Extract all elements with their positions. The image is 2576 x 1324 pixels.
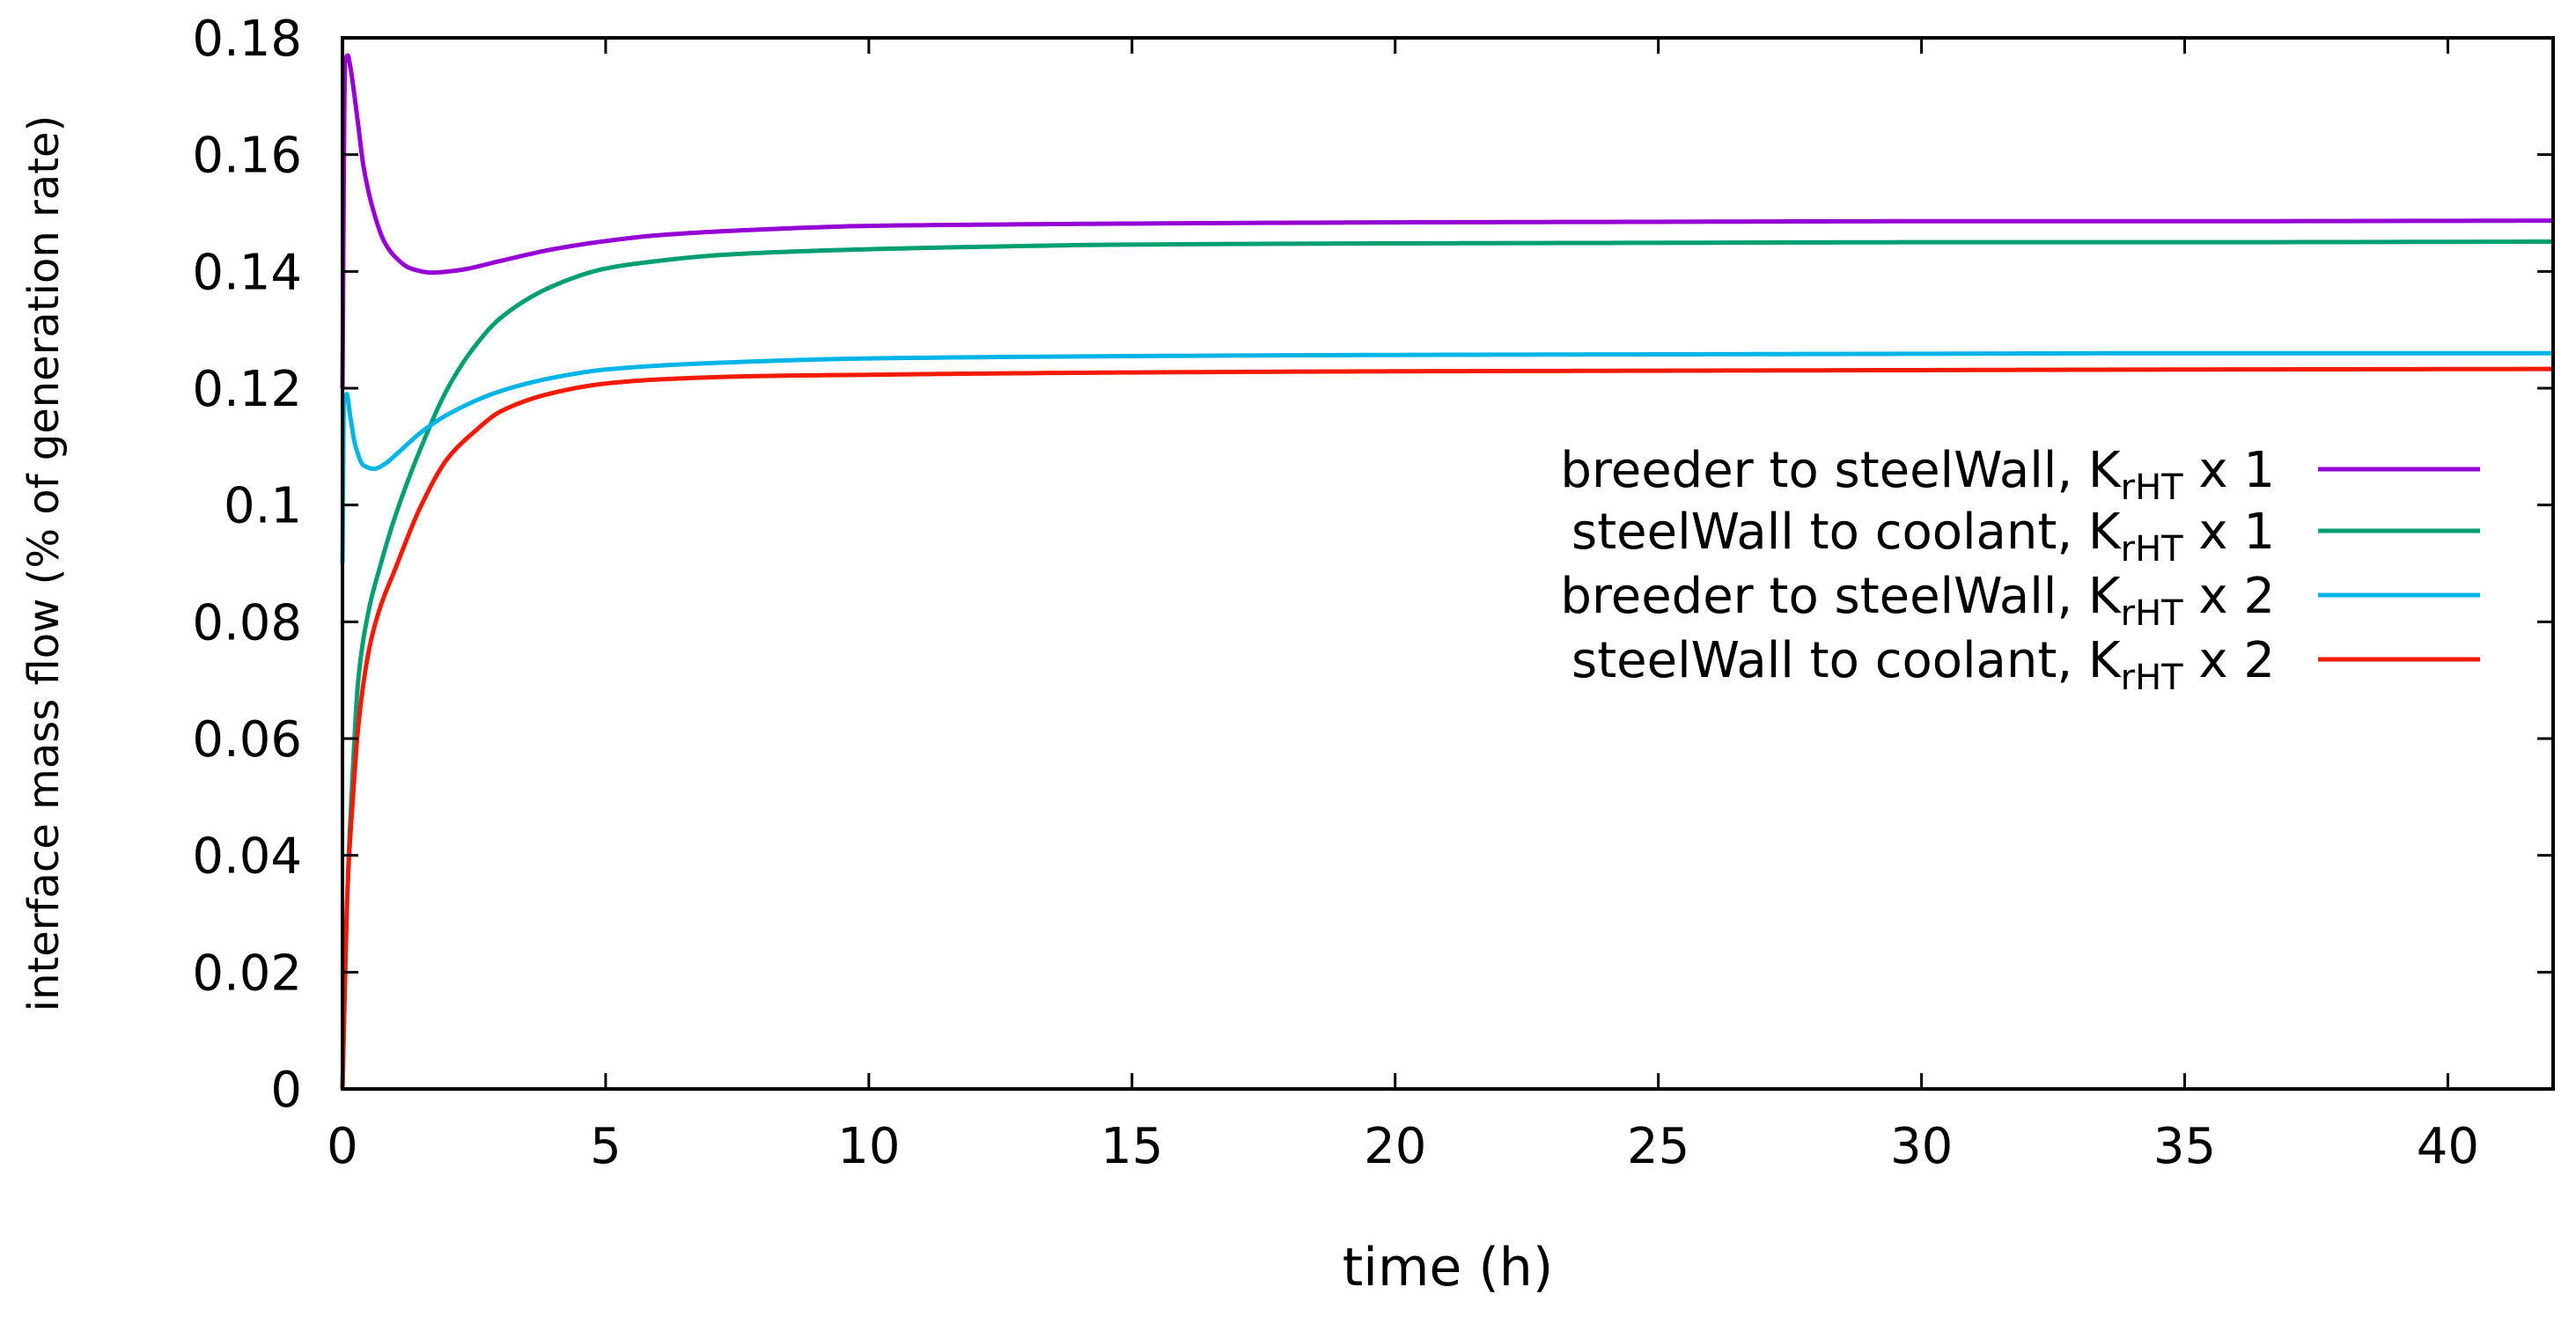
x-tick-label: 0 xyxy=(327,1118,358,1175)
legend-label-prefix: steelWall to coolant, K xyxy=(1571,504,2122,561)
legend-label-subscript: rHT xyxy=(2121,593,2184,634)
legend-label-3: breeder to steelWall, KrHT x 2 xyxy=(1560,568,2275,634)
y-tick-label: 0.12 xyxy=(192,361,302,418)
y-axis-title: interface mass flow (% of generation rat… xyxy=(19,115,69,1012)
series-line-3 xyxy=(340,350,2553,564)
y-tick-label: 0.18 xyxy=(192,11,302,68)
series-line-4 xyxy=(340,366,2554,1090)
legend-label-subscript: rHT xyxy=(2121,529,2184,570)
x-tick-label: 20 xyxy=(1364,1118,1426,1175)
legend-label-suffix: x 1 xyxy=(2183,504,2275,561)
series-line-1 xyxy=(340,53,2554,389)
legend-label-suffix: x 1 xyxy=(2183,442,2275,499)
y-tick-label: 0.08 xyxy=(192,594,302,651)
legend-label-2: steelWall to coolant, KrHT x 1 xyxy=(1571,504,2275,570)
legend-label-subscript: rHT xyxy=(2121,467,2184,508)
x-tick-label: 10 xyxy=(837,1118,900,1175)
series-lines xyxy=(340,53,2554,1090)
legend-label-prefix: steelWall to coolant, K xyxy=(1571,632,2122,689)
x-tick-label: 15 xyxy=(1100,1118,1163,1175)
series-line-2 xyxy=(340,239,2554,1090)
x-axis-title: time (h) xyxy=(1343,1237,1553,1298)
x-axis-ticks: 0 5 10 15 20 25 30 35 40 xyxy=(327,38,2479,1175)
legend-label-1: breeder to steelWall, KrHT x 1 xyxy=(1560,442,2275,508)
y-axis-ticks: 0 0.02 0.04 0.06 0.08 0.1 0.12 0.14 0.16 0.18 xyxy=(192,11,2553,1119)
y-tick-label: 0.02 xyxy=(192,945,302,1002)
plot-frame xyxy=(341,36,2555,1091)
y-tick-label: 0.06 xyxy=(192,711,302,769)
legend-label-suffix: x 2 xyxy=(2183,568,2275,625)
x-tick-label: 30 xyxy=(1890,1118,1953,1175)
y-tick-label: 0.16 xyxy=(192,128,302,185)
legend-label-suffix: x 2 xyxy=(2183,632,2275,689)
x-tick-label: 5 xyxy=(590,1118,622,1175)
x-tick-label: 40 xyxy=(2417,1118,2479,1175)
legend-label-subscript: rHT xyxy=(2121,658,2184,698)
y-tick-label: 0.04 xyxy=(192,828,302,886)
legend-label-prefix: breeder to steelWall, K xyxy=(1560,568,2122,625)
x-tick-label: 25 xyxy=(1627,1118,1689,1175)
y-tick-label: 0.14 xyxy=(192,244,302,301)
x-tick-label: 35 xyxy=(2153,1118,2216,1175)
y-tick-label: 0 xyxy=(270,1062,302,1119)
legend-label-prefix: breeder to steelWall, K xyxy=(1560,442,2122,499)
legend: breeder to steelWall, KrHT x 1steelWall … xyxy=(1560,442,2480,698)
legend-label-4: steelWall to coolant, KrHT x 2 xyxy=(1571,632,2275,698)
y-tick-label: 0.1 xyxy=(224,478,302,535)
